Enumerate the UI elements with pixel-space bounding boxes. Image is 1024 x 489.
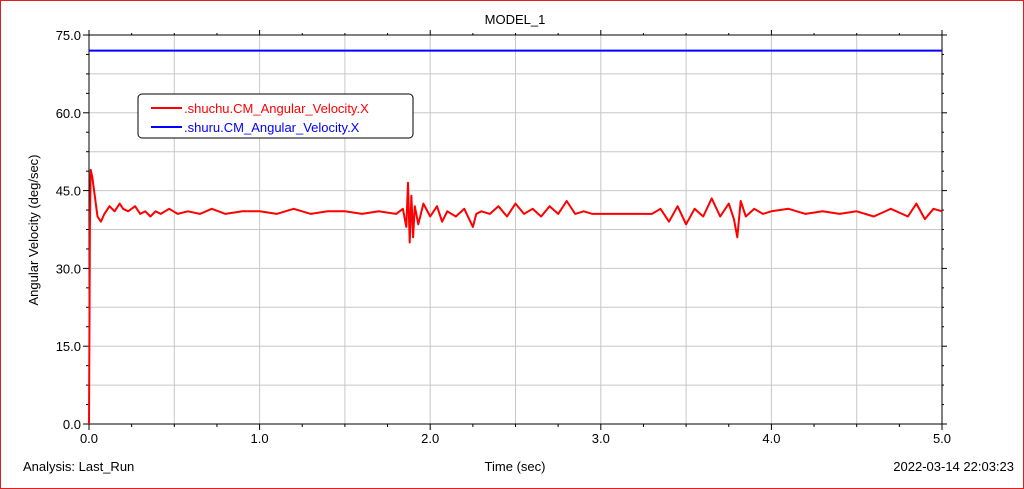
- x-tick-label: 1.0: [251, 431, 269, 446]
- y-tick-label: 15.0: [56, 339, 81, 354]
- x-tick-label: 0.0: [80, 431, 98, 446]
- y-axis-label: Angular Velocity (deg/sec): [26, 154, 41, 305]
- legend[interactable]: .shuchu.CM_Angular_Velocity.X .shuru.CM_A…: [137, 93, 414, 139]
- legend-box: [137, 93, 414, 139]
- x-tick-label: 4.0: [762, 431, 780, 446]
- x-tick-label: 3.0: [592, 431, 610, 446]
- y-tick-label: 30.0: [56, 261, 81, 276]
- y-tick-label: 0.0: [63, 417, 81, 432]
- x-tick-label: 5.0: [933, 431, 951, 446]
- legend-entry-label: .shuru.CM_Angular_Velocity.X: [184, 120, 360, 135]
- x-axis-label: Time (sec): [485, 459, 546, 474]
- y-axis-ticks: 0.0 15.0 30.0 45.0 60.0 75.0: [56, 28, 947, 432]
- y-tick-label: 60.0: [56, 106, 81, 121]
- analysis-label: Analysis: Last_Run: [23, 459, 134, 474]
- grid: [88, 34, 943, 425]
- timestamp: 2022-03-14 22:03:23: [893, 459, 1014, 474]
- x-axis-ticks: 0.0 1.0 2.0 3.0 4.0 5.0: [80, 30, 951, 446]
- x-tick-label: 2.0: [421, 431, 439, 446]
- y-tick-label: 45.0: [56, 184, 81, 199]
- chart-title: MODEL_1: [485, 12, 546, 27]
- series-lines: [88, 49, 943, 425]
- legend-entry-label: .shuchu.CM_Angular_Velocity.X: [184, 101, 369, 116]
- y-tick-label: 75.0: [56, 28, 81, 43]
- series-line-1: [88, 168, 943, 425]
